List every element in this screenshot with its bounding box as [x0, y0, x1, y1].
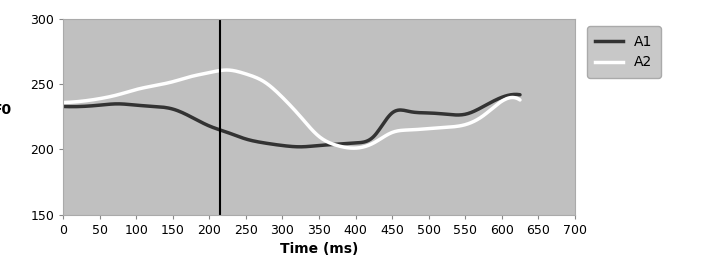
X-axis label: Time (ms): Time (ms) — [280, 242, 358, 256]
Y-axis label: F0: F0 — [0, 103, 12, 117]
Legend: A1, A2: A1, A2 — [587, 26, 661, 78]
